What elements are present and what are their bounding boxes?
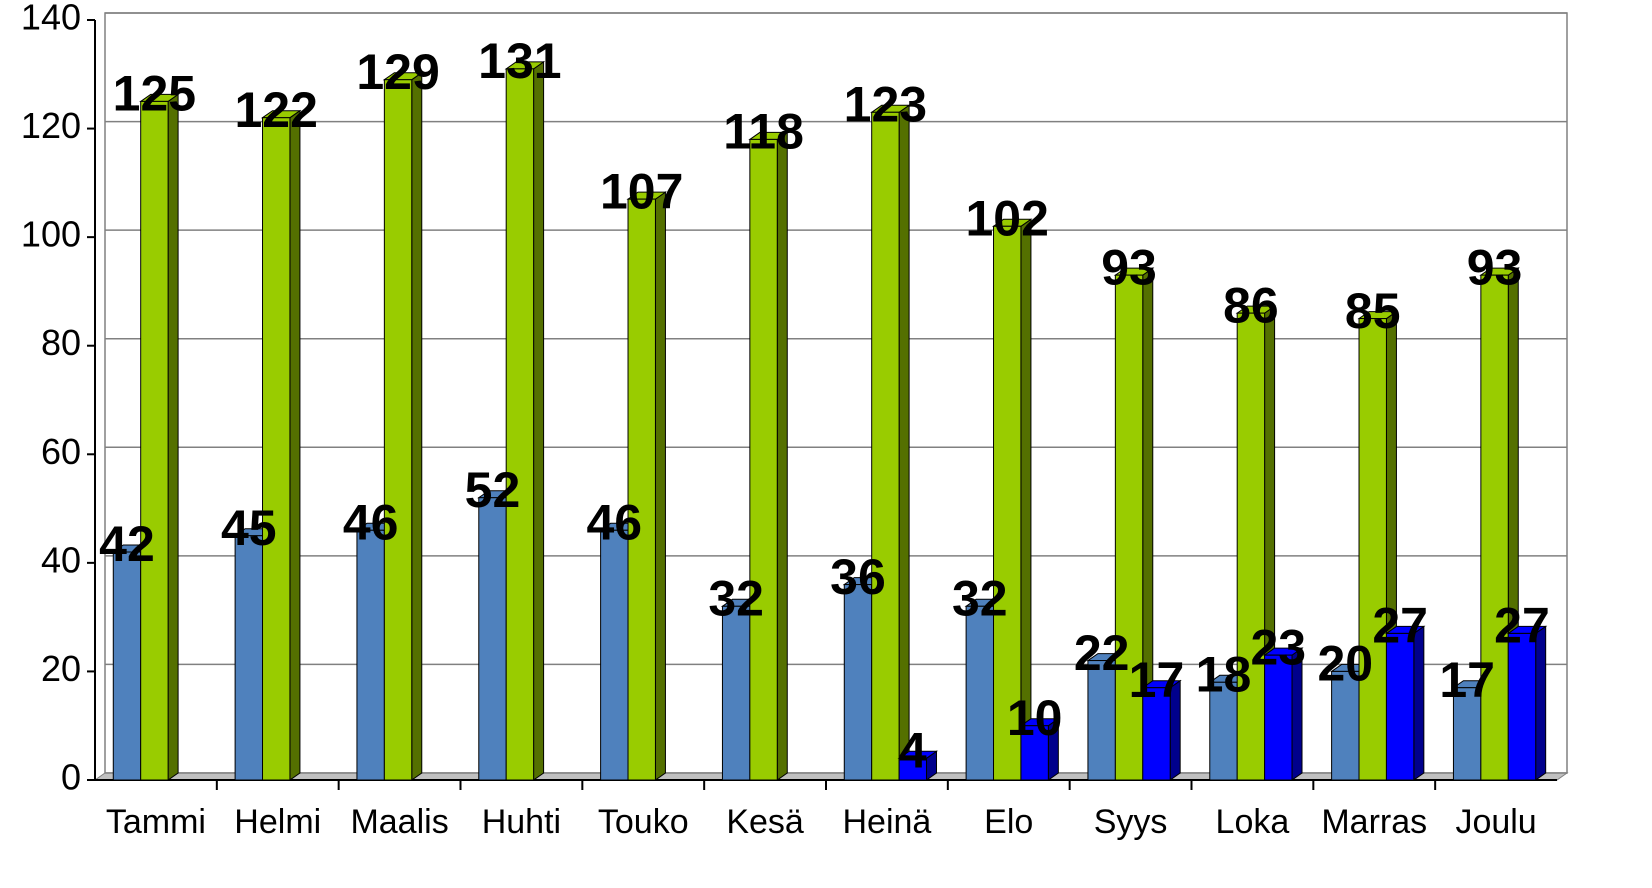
- value-label: 17: [1129, 652, 1185, 708]
- value-label: 123: [844, 76, 927, 132]
- value-label: 22: [1074, 625, 1130, 681]
- bar: [140, 100, 169, 781]
- bar: [721, 605, 751, 781]
- bar: [1209, 681, 1238, 781]
- x-tick-label: Heinä: [842, 803, 931, 841]
- value-label: 46: [587, 494, 643, 550]
- bar-side-shade: [289, 110, 300, 780]
- bar: [1358, 318, 1387, 781]
- bar: [1331, 670, 1360, 781]
- value-label: 32: [708, 570, 764, 626]
- bar: [1236, 312, 1266, 781]
- value-label: 85: [1345, 283, 1401, 339]
- value-label: 125: [113, 66, 196, 122]
- value-label: 46: [343, 494, 399, 550]
- bar: [600, 529, 629, 781]
- bar: [478, 497, 507, 781]
- value-label: 32: [952, 570, 1008, 626]
- x-tick-label: Loka: [1216, 803, 1290, 841]
- y-tick-label: 40: [41, 539, 81, 580]
- bar-side-shade: [1020, 219, 1031, 781]
- bar: [383, 79, 413, 781]
- bar: [1020, 725, 1049, 781]
- bar: [262, 117, 291, 781]
- bar: [627, 198, 656, 781]
- value-label: 86: [1223, 277, 1279, 333]
- x-tick-label: Joulu: [1455, 803, 1536, 841]
- bar: [112, 551, 142, 781]
- value-label: 27: [1372, 598, 1428, 654]
- x-tick-label: Marras: [1321, 803, 1427, 841]
- y-tick-label: 80: [41, 322, 81, 363]
- bar: [1087, 660, 1116, 781]
- x-tick-label: Kesä: [726, 803, 804, 841]
- bar: [965, 605, 995, 781]
- value-label: 10: [1007, 690, 1063, 746]
- bar-side-shade: [777, 132, 788, 780]
- value-label: 4: [899, 722, 927, 778]
- value-label: 42: [99, 516, 155, 572]
- value-label: 18: [1196, 646, 1252, 702]
- bar-side-shade: [1142, 268, 1153, 780]
- bar: [234, 535, 264, 781]
- value-label: 129: [356, 44, 439, 100]
- value-label: 52: [465, 462, 521, 518]
- value-label: 17: [1439, 652, 1495, 708]
- value-label: 122: [235, 82, 318, 138]
- bar: [1480, 274, 1509, 781]
- y-tick-label: 0: [61, 757, 81, 798]
- value-label: 102: [966, 190, 1049, 246]
- x-tick-label: Helmi: [234, 803, 321, 841]
- bar: [1507, 632, 1537, 781]
- bar: [749, 138, 778, 781]
- y-tick-label: 140: [21, 0, 81, 38]
- bar: [1142, 687, 1171, 781]
- value-label: 93: [1101, 239, 1157, 295]
- x-tick-label: Syys: [1094, 803, 1168, 841]
- bar-side-shade: [1170, 680, 1181, 780]
- y-tick-label: 120: [21, 105, 81, 146]
- bar-side-shade: [899, 105, 910, 781]
- value-label: 131: [478, 33, 561, 89]
- value-label: 93: [1467, 239, 1523, 295]
- value-label: 107: [600, 163, 683, 219]
- bar: [1264, 654, 1293, 781]
- value-label: 45: [221, 500, 277, 556]
- x-tick-label: Huhti: [482, 803, 561, 841]
- value-label: 118: [723, 104, 804, 160]
- bar-side-shade: [1048, 718, 1059, 780]
- bar: [505, 68, 535, 781]
- y-tick-label: 20: [41, 648, 81, 689]
- bar: [898, 757, 928, 781]
- y-tick-label: 100: [21, 214, 81, 255]
- bar-side-shade: [655, 192, 666, 781]
- value-label: 20: [1318, 636, 1374, 692]
- bar-side-shade: [533, 61, 544, 781]
- value-label: 36: [830, 549, 886, 605]
- back-wall: [104, 12, 1568, 774]
- bar: [871, 111, 900, 781]
- x-tick-label: Maalis: [350, 803, 448, 841]
- value-label: 27: [1494, 598, 1550, 654]
- bar-side-shade: [1292, 648, 1303, 780]
- value-label: 23: [1250, 619, 1306, 675]
- bar-side-shade: [1413, 626, 1424, 780]
- bar: [1385, 632, 1415, 781]
- x-tick-label: Touko: [598, 803, 689, 841]
- x-tick-label: Elo: [984, 803, 1033, 841]
- bar: [843, 584, 873, 781]
- y-tick-label: 60: [41, 431, 81, 472]
- bar: [356, 529, 385, 781]
- bar: [1452, 687, 1482, 781]
- bar-side-shade: [926, 751, 937, 780]
- bar: [1114, 274, 1144, 781]
- bar-side-shade: [411, 72, 422, 780]
- bar: [993, 225, 1022, 781]
- bar-side-shade: [1535, 626, 1546, 780]
- bar-side-shade: [168, 94, 179, 780]
- x-tick-label: Tammi: [106, 803, 206, 841]
